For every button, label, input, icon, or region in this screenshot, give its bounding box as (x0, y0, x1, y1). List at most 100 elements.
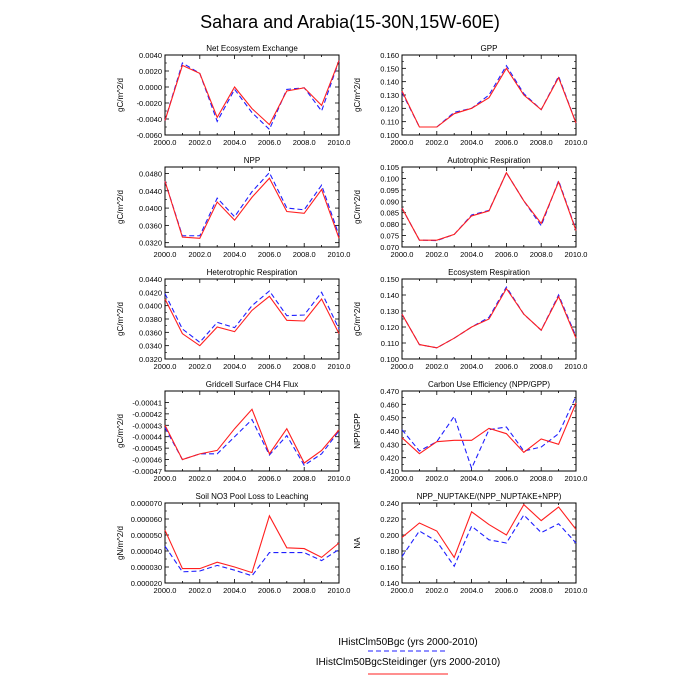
chart-panel: NPP gC/m^2/d 2000.0 2002.0 2004.0 2006.0 2008.… (116, 156, 350, 259)
x-tick-label: 2008.0 (293, 474, 316, 483)
y-tick-label: 0.180 (380, 547, 399, 556)
y-tick-label: 0.0480 (139, 169, 162, 178)
x-tick-label: 2008.0 (530, 362, 553, 371)
x-tick-label: 2010.0 (328, 362, 351, 371)
x-tick-label: 2000.0 (154, 138, 177, 147)
y-tick-label: 0.140 (380, 579, 399, 588)
figure-title: Sahara and Arabia(15-30N,15W-60E) (200, 12, 500, 32)
chart-panel: Autotrophic Respiration gC/m^2/d 2000.0 200… (353, 156, 587, 259)
x-tick-label: 2002.0 (188, 362, 211, 371)
x-tick-label: 2004.0 (460, 586, 483, 595)
y-tick-label: 0.0360 (139, 328, 162, 337)
y-tick-label: 0.0380 (139, 315, 162, 324)
y-tick-label: 0.460 (380, 400, 399, 409)
y-tick-label: -0.00041 (132, 398, 162, 407)
x-tick-label: 2002.0 (425, 362, 448, 371)
y-tick-label: 0.110 (381, 118, 399, 127)
x-tick-label: 2000.0 (391, 362, 414, 371)
series-line-bgc (401, 396, 577, 470)
y-tick-label: 0.150 (380, 64, 399, 73)
y-tick-label: 0.240 (380, 499, 399, 508)
x-tick-label: 2008.0 (293, 250, 316, 259)
legend-entry-label: IHistClm50BgcSteidinger (yrs 2000-2010) (316, 657, 501, 668)
x-tick-label: 2008.0 (530, 586, 553, 595)
x-tick-label: 2010.0 (565, 138, 588, 147)
y-tick-label: 0.200 (380, 531, 399, 540)
x-tick-label: 2010.0 (328, 474, 351, 483)
x-tick-label: 2004.0 (223, 362, 246, 371)
series-line-steidinger (164, 514, 340, 574)
x-tick-label: 2002.0 (425, 474, 448, 483)
y-tick-label: 0.105 (380, 163, 399, 172)
series-line-steidinger (164, 177, 340, 239)
plot-frame (164, 54, 340, 136)
y-axis-label: gC/m^2/d (116, 190, 125, 224)
x-tick-label: 2004.0 (460, 138, 483, 147)
y-tick-label: 0.0420 (139, 288, 162, 297)
series-line-bgc (401, 64, 577, 128)
y-tick-label: 0.000030 (131, 563, 162, 572)
y-tick-label: 0.095 (380, 186, 399, 195)
y-tick-label: 0.140 (380, 291, 399, 300)
x-tick-label: 2002.0 (188, 474, 211, 483)
series-line-steidinger (164, 60, 340, 126)
x-tick-label: 2010.0 (565, 250, 588, 259)
y-tick-label: 0.0040 (139, 51, 162, 60)
chart-panel: Soil NO3 Pool Loss to Leaching gN/m^2/d 20… (116, 492, 350, 595)
x-tick-label: 2002.0 (425, 250, 448, 259)
y-axis-label: NPP/GPP (353, 413, 362, 449)
y-tick-label: 0.430 (380, 440, 399, 449)
panel-title: NPP (244, 156, 260, 165)
series-line-steidinger (401, 402, 577, 455)
y-tick-label: 0.0440 (139, 187, 162, 196)
y-tick-label: 0.110 (381, 339, 399, 348)
series-line-steidinger (401, 503, 577, 559)
y-tick-label: 0.0320 (139, 355, 162, 364)
panels: Net Ecosystem Exchange gC/m^2/d 2000.0 2002… (116, 44, 587, 595)
x-tick-label: 2004.0 (223, 586, 246, 595)
x-tick-label: 2010.0 (328, 586, 351, 595)
x-tick-label: 2006.0 (258, 138, 281, 147)
y-tick-label: 0.160 (380, 51, 399, 60)
plot-frame (164, 278, 340, 360)
y-tick-label: 0.000070 (131, 499, 162, 508)
y-tick-label: 0.100 (380, 355, 399, 364)
y-tick-label: 0.120 (380, 323, 399, 332)
series-line-steidinger (401, 171, 577, 241)
y-tick-label: 0.000020 (131, 579, 162, 588)
series-line-bgc (164, 545, 340, 577)
x-tick-label: 2000.0 (154, 586, 177, 595)
panel-title: Carbon Use Efficiency (NPP/GPP) (428, 380, 550, 389)
plot-frame (164, 390, 340, 472)
y-tick-label: 0.0400 (139, 204, 162, 213)
y-axis-label: gC/m^2/d (353, 302, 362, 336)
x-tick-label: 2006.0 (258, 250, 281, 259)
x-tick-label: 2002.0 (425, 138, 448, 147)
legend: IHistClm50Bgc (yrs 2000-2010) IHistClm50… (316, 637, 501, 675)
x-tick-label: 2000.0 (391, 474, 414, 483)
x-tick-label: 2008.0 (293, 138, 316, 147)
y-tick-label: 0.100 (380, 131, 399, 140)
y-tick-label: -0.00044 (132, 433, 162, 442)
y-tick-label: 0.450 (380, 414, 399, 423)
y-tick-label: -0.00046 (132, 456, 162, 465)
x-tick-label: 2000.0 (154, 362, 177, 371)
x-tick-label: 2008.0 (530, 138, 553, 147)
x-tick-label: 2000.0 (154, 474, 177, 483)
x-tick-label: 2000.0 (391, 250, 414, 259)
y-tick-label: 0.100 (380, 174, 399, 183)
panel-title: Net Ecosystem Exchange (206, 44, 298, 53)
plot-frame (401, 502, 577, 584)
x-tick-label: 2000.0 (391, 138, 414, 147)
x-tick-label: 2004.0 (460, 474, 483, 483)
plot-frame (401, 54, 577, 136)
x-tick-label: 2004.0 (223, 138, 246, 147)
x-tick-label: 2010.0 (328, 250, 351, 259)
x-tick-label: 2006.0 (258, 586, 281, 595)
x-tick-label: 2010.0 (565, 474, 588, 483)
y-axis-label: gC/m^2/d (116, 414, 125, 448)
y-tick-label: 0.130 (380, 91, 399, 100)
x-tick-label: 2010.0 (565, 586, 588, 595)
plot-frame (401, 390, 577, 472)
